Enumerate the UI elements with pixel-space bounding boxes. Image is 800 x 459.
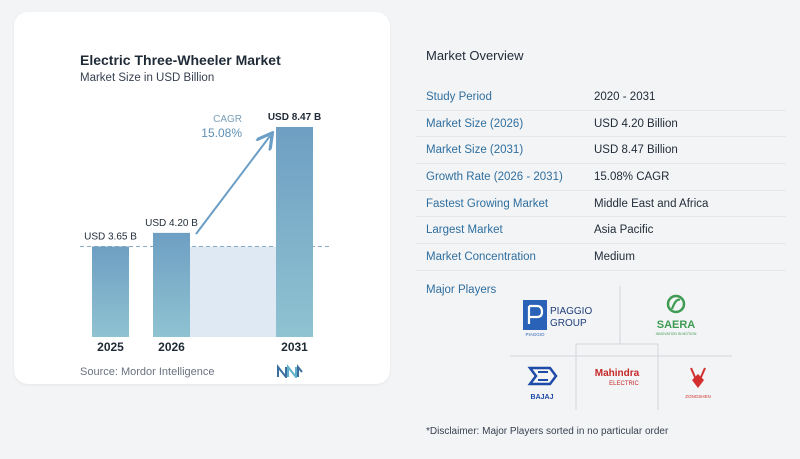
overview-value: Asia Pacific: [594, 224, 654, 237]
piaggio-logo: PIAGGIO PIAGGIO GROUP: [523, 300, 592, 337]
major-players-grid: PIAGGIO PIAGGIO GROUP SAERA INNOVATION I…: [510, 286, 732, 410]
major-players-title: Major Players: [426, 284, 497, 296]
overview-row-fastest-growing: Fastest Growing Market Middle East and A…: [416, 191, 786, 218]
disclaimer-text: *Disclaimer: Major Players sorted in no …: [426, 426, 669, 437]
mahindra-electric-logo: Mahindra ELECTRIC: [595, 368, 640, 387]
saera-tagline: INNOVATION IN MOTION: [656, 332, 697, 336]
overview-row-study-period: Study Period 2020 - 2031: [416, 84, 786, 111]
bar-2031: [276, 127, 313, 337]
mordor-logo-icon: [277, 364, 303, 378]
bar-2026: [153, 232, 190, 337]
bajaj-name: BAJAJ: [531, 394, 554, 401]
saera-name: SAERA: [657, 319, 696, 331]
overview-key: Study Period: [426, 90, 492, 103]
piaggio-name-line2: GROUP: [550, 318, 587, 329]
saera-logo: SAERA INNOVATION IN MOTION: [656, 294, 697, 336]
value-label: USD 3.65 B: [84, 232, 137, 243]
chart-subtitle: Market Size in USD Billion: [80, 72, 215, 84]
overview-value: Medium: [594, 250, 635, 263]
overview-key: Market Size (2026): [426, 117, 524, 130]
cagr-value: 15.08%: [201, 126, 242, 140]
market-overview-title: Market Overview: [426, 48, 524, 63]
overview-row-market-size-2026: Market Size (2026) USD 4.20 Billion: [416, 111, 786, 138]
overview-key: Largest Market: [426, 224, 503, 237]
piaggio-name-line1: PIAGGIO: [550, 306, 592, 317]
value-label: USD 4.20 B: [145, 218, 198, 229]
cagr-arrow: [195, 136, 270, 235]
overview-row-largest-market: Largest Market Asia Pacific: [416, 217, 786, 245]
piaggio-badge-text: PIAGGIO: [525, 332, 545, 337]
chart-title: Electric Three-Wheeler Market: [80, 52, 281, 68]
overview-key: Market Size (2031): [426, 144, 524, 157]
baseline-shade: [190, 246, 276, 337]
overview-value: USD 4.20 Billion: [594, 117, 678, 130]
overview-value: 2020 - 2031: [594, 90, 656, 103]
overview-row-concentration: Market Concentration Medium: [416, 244, 786, 271]
category-label: 2031: [281, 340, 308, 354]
value-label: USD 8.47 B: [268, 112, 321, 123]
cagr-label: CAGR: [213, 114, 242, 125]
overview-table: Study Period 2020 - 2031 Market Size (20…: [416, 84, 786, 271]
overview-value: Middle East and Africa: [594, 197, 709, 210]
zongshen-logo: ZONGSHEN: [685, 367, 711, 399]
bar-2025: [92, 246, 129, 337]
mahindra-name-line1: Mahindra: [595, 368, 640, 379]
bajaj-logo: BAJAJ: [527, 366, 558, 401]
overview-key: Growth Rate (2026 - 2031): [426, 170, 563, 183]
overview-key: Fastest Growing Market: [426, 197, 549, 210]
zongshen-name: ZONGSHEN: [685, 394, 711, 399]
overview-value: 15.08% CAGR: [594, 170, 670, 183]
overview-row-growth-rate: Growth Rate (2026 - 2031) 15.08% CAGR: [416, 164, 786, 191]
source-text: Source: Mordor Intelligence: [80, 366, 215, 378]
category-label: 2026: [158, 340, 185, 354]
overview-key: Market Concentration: [426, 250, 536, 263]
mahindra-name-line2: ELECTRIC: [609, 381, 639, 387]
overview-row-market-size-2031: Market Size (2031) USD 8.47 Billion: [416, 137, 786, 165]
overview-value: USD 8.47 Billion: [594, 144, 678, 157]
category-label: 2025: [97, 340, 124, 354]
